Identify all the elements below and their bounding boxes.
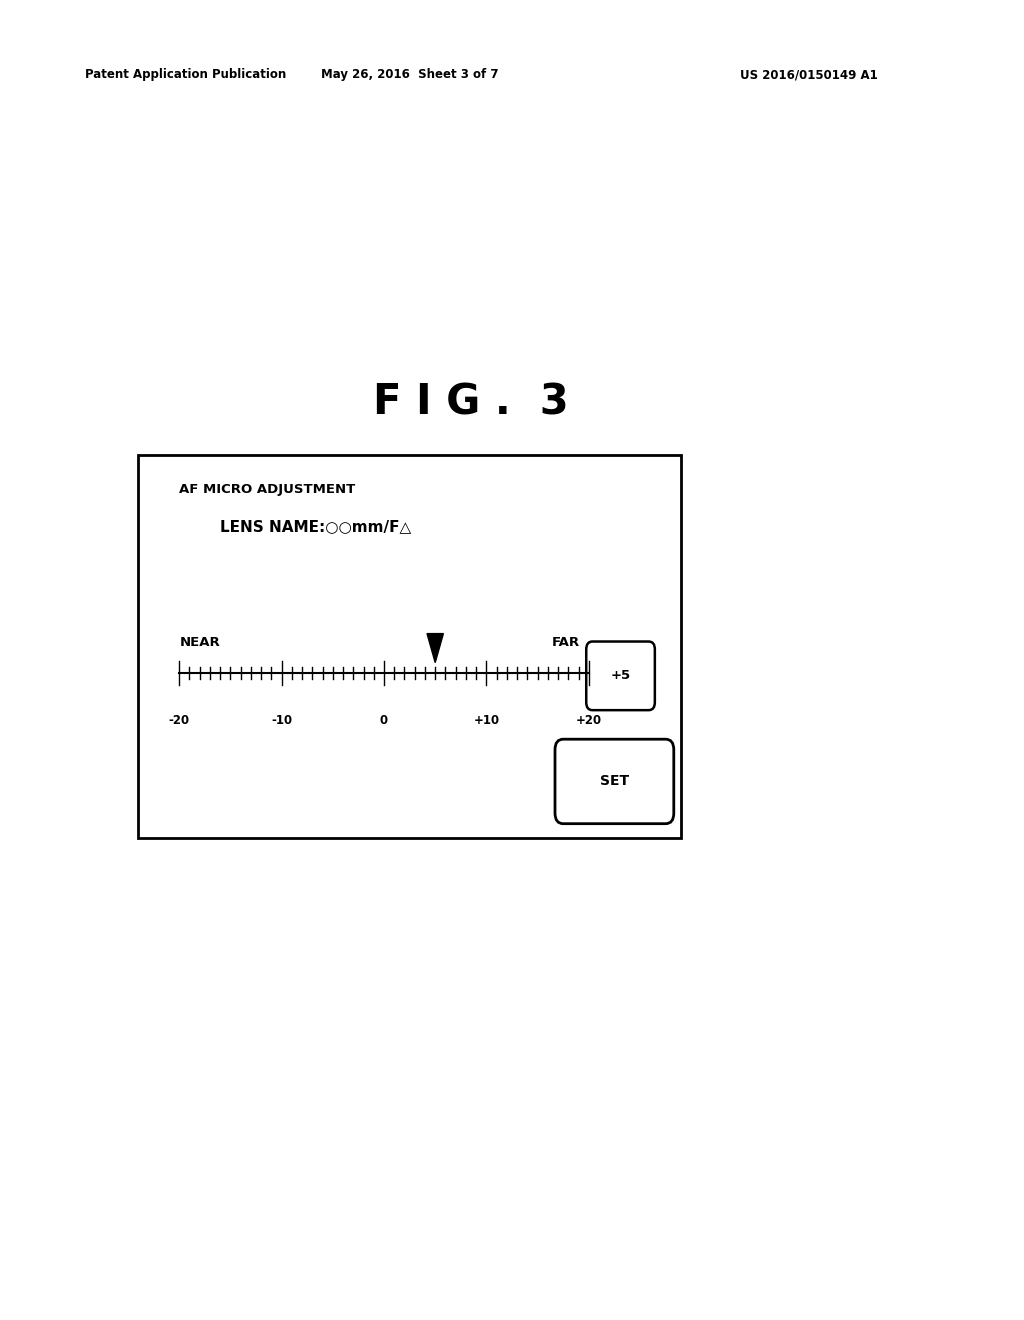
Text: -20: -20: [169, 714, 189, 727]
Text: SET: SET: [600, 775, 629, 788]
Text: May 26, 2016  Sheet 3 of 7: May 26, 2016 Sheet 3 of 7: [321, 69, 499, 81]
Text: FAR: FAR: [552, 636, 581, 649]
Text: +20: +20: [575, 714, 602, 727]
Text: F I G .  3: F I G . 3: [373, 381, 569, 424]
Text: NEAR: NEAR: [179, 636, 220, 649]
Text: +5: +5: [610, 669, 631, 682]
Text: Patent Application Publication: Patent Application Publication: [85, 69, 287, 81]
Text: US 2016/0150149 A1: US 2016/0150149 A1: [740, 69, 878, 81]
FancyBboxPatch shape: [555, 739, 674, 824]
Text: LENS NAME:○○mm/F△: LENS NAME:○○mm/F△: [220, 519, 412, 535]
Bar: [138, 455, 681, 838]
Polygon shape: [427, 634, 443, 663]
Text: 0: 0: [380, 714, 388, 727]
Text: +10: +10: [473, 714, 500, 727]
Text: AF MICRO ADJUSTMENT: AF MICRO ADJUSTMENT: [179, 483, 355, 496]
Text: -10: -10: [271, 714, 292, 727]
FancyBboxPatch shape: [586, 642, 655, 710]
